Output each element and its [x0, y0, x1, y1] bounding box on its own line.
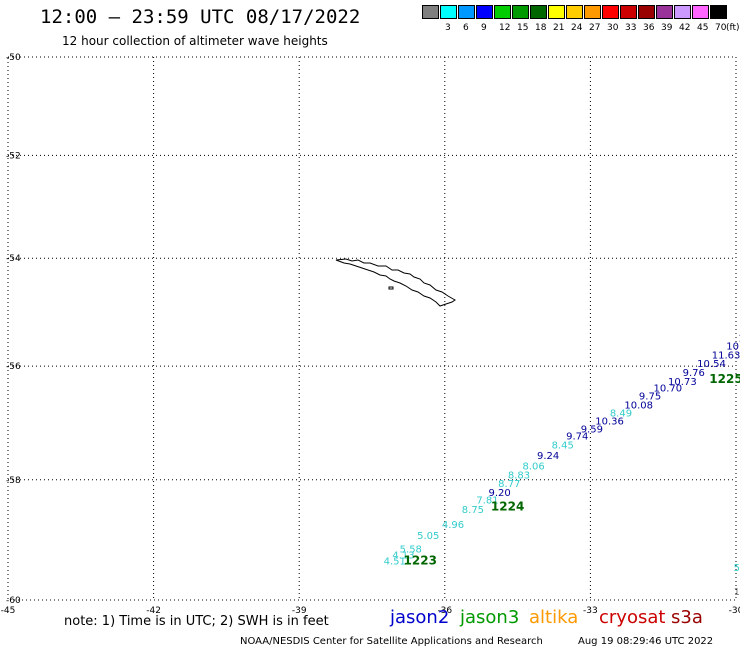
wave-height-value: 8.49 [610, 409, 632, 420]
legend-label: 21 [553, 23, 565, 33]
legend-swatch [530, 5, 547, 19]
wave-height-value: 4.13 [392, 550, 414, 561]
legend-swatch [656, 5, 673, 19]
wave-height-value: 5.42 [734, 563, 740, 574]
satellite-name: altika [529, 607, 579, 628]
lat-tick-label: -58 [6, 476, 21, 486]
pass-time-label: 1223 [404, 553, 437, 567]
satellite-name: cryosat [599, 607, 666, 628]
wave-height-value: 11.63 [712, 350, 740, 361]
map-frame [7, 56, 737, 601]
legend-label: 70 [715, 23, 727, 33]
legend-swatch [494, 5, 511, 19]
wave-height-value: 10.08 [624, 401, 653, 412]
lat-tick-label: -60 [6, 596, 21, 606]
wave-height-value: 5.58 [400, 544, 422, 555]
wave-height-value: 7.81 [476, 495, 498, 506]
lon-tick-label: -42 [146, 606, 161, 616]
wave-height-value: 9.76 [683, 368, 705, 379]
legend-label: 39 [661, 23, 673, 33]
legend-label: 15 [517, 23, 529, 33]
lat-tick-label: -56 [6, 362, 21, 372]
legend-swatch [674, 5, 691, 19]
legend-swatch [638, 5, 655, 19]
pass-time-label: 1225 [709, 372, 740, 386]
wave-height-value: 1.87 [734, 587, 740, 598]
wave-height-value: 8.83 [508, 471, 530, 482]
lat-lon-grid: -45 -42 -39 -36 -33 -30 -50 -52 -54 -56 -58 -60 [1, 53, 740, 616]
legend-swatch [710, 5, 727, 19]
wave-height-value: 8.06 [522, 461, 544, 472]
lon-tick-label: -33 [583, 606, 598, 616]
legend-label: 30 [607, 23, 619, 33]
legend-label: 18 [535, 23, 547, 33]
legend-swatch [602, 5, 619, 19]
wave-height-value: 9.20 [488, 488, 510, 499]
legend-label: 12 [499, 23, 511, 33]
legend-label: 42 [679, 23, 691, 33]
wave-height-value: 8.75 [462, 505, 484, 516]
south-georgia-island [335, 258, 456, 307]
satellite-name: jason3 [460, 607, 520, 628]
wave-height-value: 4.51 [384, 556, 406, 567]
legend-swatch [692, 5, 709, 19]
lat-tick-label: -50 [6, 53, 21, 63]
legend-labels: 3 6 9 12 15 18 21 24 27 30 33 36 39 42 45 70 (ft) [422, 23, 740, 35]
legend-swatch [548, 5, 565, 19]
legend-swatch [440, 5, 457, 19]
generation-timestamp: Aug 19 08:29:46 UTC 2022 [578, 636, 714, 647]
lat-tick-label: -52 [6, 151, 21, 161]
legend-swatch [458, 5, 475, 19]
south-georgia-coastline [335, 258, 456, 307]
wave-height-value: 9.75 [639, 392, 661, 403]
legend-swatch [476, 5, 493, 19]
legend-swatch [566, 5, 583, 19]
lon-tick-label: -30 [729, 606, 740, 616]
map-subtitle: 12 hour collection of altimeter wave hei… [62, 34, 328, 48]
legend-label: 36 [643, 23, 655, 33]
legend-swatch [584, 5, 601, 19]
legend-label: 45 [697, 23, 709, 33]
legend-label: 27 [589, 23, 601, 33]
satellite-name: s3a [671, 607, 703, 628]
lat-tick-label: -54 [6, 254, 21, 264]
legend-unit: (ft) [726, 23, 740, 33]
altimeter-track: 4.514.135.58 5.054.96 8.757.819.208.778.83… [384, 333, 740, 598]
legend-label: 33 [625, 23, 637, 33]
wave-height-value: 10.36 [595, 416, 624, 427]
wave-height-value: 10.28 [726, 342, 740, 353]
legend-label: 3 [445, 23, 451, 33]
wave-height-value: 9.74 [566, 431, 588, 442]
lon-tick-label: -36 [437, 606, 452, 616]
wave-height-value: 5.05 [417, 531, 439, 542]
wave-height-value: 8.77 [498, 479, 520, 490]
wave-height-color-legend [422, 5, 728, 21]
legend-swatch [422, 5, 439, 19]
footer-note: note: 1) Time is in UTC; 2) SWH is in fe… [64, 614, 329, 629]
map-title: 12:00 – 23:59 UTC 08/17/2022 [40, 6, 361, 28]
wave-height-value: 11 [738, 333, 740, 344]
wave-height-value: 10.73 [668, 377, 697, 388]
wave-height-value: 8.45 [552, 441, 574, 452]
legend-label: 9 [481, 23, 487, 33]
satellite-name: jason2 [390, 607, 450, 628]
wave-height-value: 9.59 [581, 424, 603, 435]
legend-swatch [512, 5, 529, 19]
lon-tick-label: -39 [292, 606, 307, 616]
small-island [388, 286, 394, 290]
credit-text: NOAA/NESDIS Center for Satellite Applica… [240, 636, 543, 647]
lon-tick-label: -45 [1, 606, 16, 616]
pass-time-label: 1224 [491, 499, 524, 513]
legend-label: 24 [571, 23, 583, 33]
wave-height-value: 10.70 [653, 384, 682, 395]
wave-height-value: 4.96 [442, 520, 464, 531]
wave-height-value: 9.24 [537, 451, 559, 462]
legend-swatch [620, 5, 637, 19]
legend-label: 6 [463, 23, 469, 33]
wave-height-value: 10.54 [697, 359, 726, 370]
